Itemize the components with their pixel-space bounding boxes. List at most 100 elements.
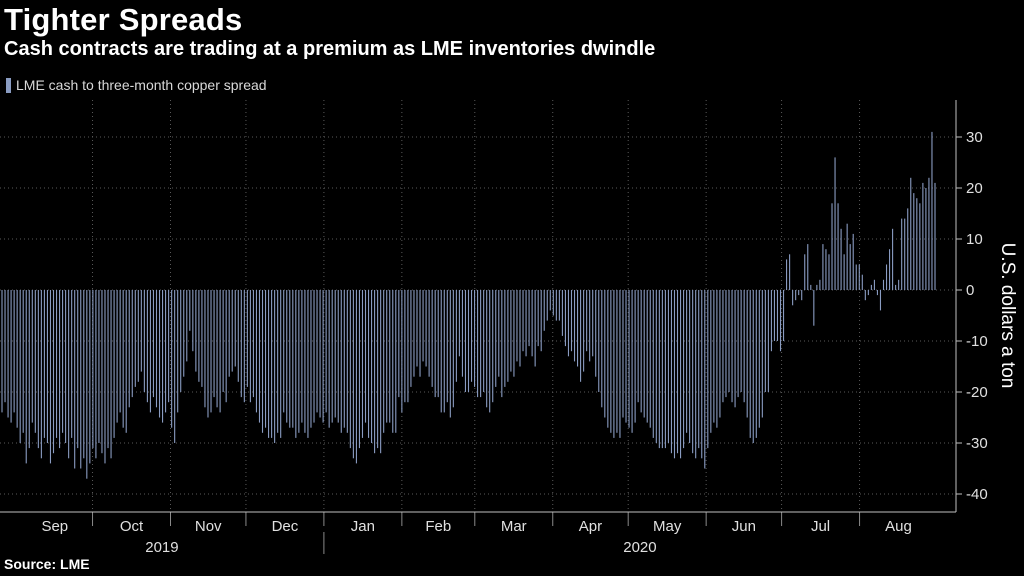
bar bbox=[195, 290, 197, 372]
bar bbox=[695, 290, 697, 459]
bar bbox=[652, 290, 654, 438]
bar bbox=[495, 290, 497, 387]
bar bbox=[483, 290, 485, 392]
bar bbox=[234, 290, 236, 367]
bar bbox=[104, 290, 106, 464]
bar bbox=[879, 290, 882, 311]
bar bbox=[689, 290, 691, 443]
x-tick-label: Aug bbox=[885, 518, 912, 535]
year-label: 2020 bbox=[623, 539, 656, 556]
bar bbox=[477, 290, 479, 398]
bar bbox=[555, 290, 557, 321]
bar bbox=[519, 290, 521, 367]
bar bbox=[522, 290, 524, 352]
bar bbox=[580, 290, 582, 382]
bar bbox=[240, 290, 242, 398]
bar bbox=[779, 290, 782, 352]
bar bbox=[895, 284, 897, 290]
axes: 30 20 10 0 -10 -20 -30 -40 Sep Oct Nov Dec Jan Feb Mar… bbox=[0, 100, 1018, 556]
y-tick-label: -20 bbox=[966, 384, 988, 401]
bar bbox=[425, 290, 427, 367]
bar bbox=[673, 290, 676, 459]
bar bbox=[189, 290, 191, 331]
bar bbox=[804, 254, 806, 290]
x-tick-label: Jan bbox=[351, 518, 375, 535]
bar bbox=[583, 290, 585, 372]
bar bbox=[749, 290, 751, 438]
bar bbox=[577, 290, 579, 367]
bar bbox=[707, 290, 709, 449]
source-note: Source: LME bbox=[4, 556, 90, 572]
y-tick-label: -40 bbox=[966, 486, 988, 503]
chart-subtitle: Cash contracts are trading at a premium … bbox=[4, 38, 656, 60]
bar bbox=[71, 290, 73, 438]
bar bbox=[398, 290, 400, 398]
bar bbox=[322, 290, 324, 423]
bar bbox=[149, 290, 151, 413]
bar bbox=[413, 290, 415, 377]
bar bbox=[740, 290, 742, 392]
bar bbox=[231, 290, 233, 372]
y-tick-label: 10 bbox=[966, 231, 983, 248]
bar bbox=[298, 290, 300, 433]
bar bbox=[349, 290, 351, 449]
bar bbox=[546, 290, 548, 321]
bar bbox=[722, 290, 724, 403]
bar bbox=[855, 264, 857, 290]
bar bbox=[858, 264, 860, 290]
bar bbox=[243, 290, 245, 403]
bar bbox=[598, 290, 600, 392]
bar bbox=[374, 290, 376, 454]
bar bbox=[92, 290, 94, 449]
bar bbox=[867, 290, 869, 296]
bar bbox=[10, 290, 12, 423]
bar bbox=[716, 290, 718, 428]
bar bbox=[255, 290, 257, 413]
bar bbox=[770, 290, 772, 352]
bar bbox=[331, 290, 333, 423]
bar bbox=[719, 290, 721, 418]
bar bbox=[1, 290, 3, 413]
bar bbox=[328, 290, 330, 428]
bar bbox=[371, 290, 373, 443]
bar bbox=[271, 290, 273, 438]
bar bbox=[183, 290, 185, 377]
bar bbox=[343, 290, 345, 428]
bar bbox=[213, 290, 215, 398]
bar bbox=[513, 290, 515, 377]
bar bbox=[661, 290, 663, 449]
bar bbox=[431, 290, 433, 387]
x-tick-label: Jun bbox=[732, 518, 756, 535]
bar bbox=[761, 290, 763, 418]
bar bbox=[734, 290, 736, 408]
bar bbox=[713, 290, 715, 423]
bar bbox=[83, 290, 85, 459]
x-tick-label: Dec bbox=[272, 518, 299, 535]
bar bbox=[901, 218, 903, 290]
bar bbox=[934, 182, 936, 290]
bar bbox=[589, 290, 591, 362]
bar bbox=[146, 290, 148, 403]
bar bbox=[95, 290, 97, 459]
bar bbox=[834, 157, 836, 290]
bar bbox=[561, 290, 563, 336]
bar bbox=[916, 198, 918, 290]
bar bbox=[655, 290, 657, 443]
bar bbox=[489, 290, 491, 413]
bar bbox=[913, 193, 915, 290]
bar bbox=[280, 290, 282, 438]
bar bbox=[89, 290, 91, 464]
bar bbox=[337, 290, 339, 423]
bar bbox=[134, 290, 136, 387]
bar bbox=[510, 290, 512, 372]
bar bbox=[258, 290, 261, 423]
bar bbox=[389, 290, 391, 423]
bar bbox=[528, 290, 530, 347]
bar bbox=[377, 290, 379, 449]
bar bbox=[252, 290, 254, 398]
bar bbox=[861, 274, 863, 290]
bar bbox=[449, 290, 451, 418]
bar bbox=[165, 290, 167, 413]
bar bbox=[380, 290, 382, 454]
bar bbox=[440, 290, 442, 413]
